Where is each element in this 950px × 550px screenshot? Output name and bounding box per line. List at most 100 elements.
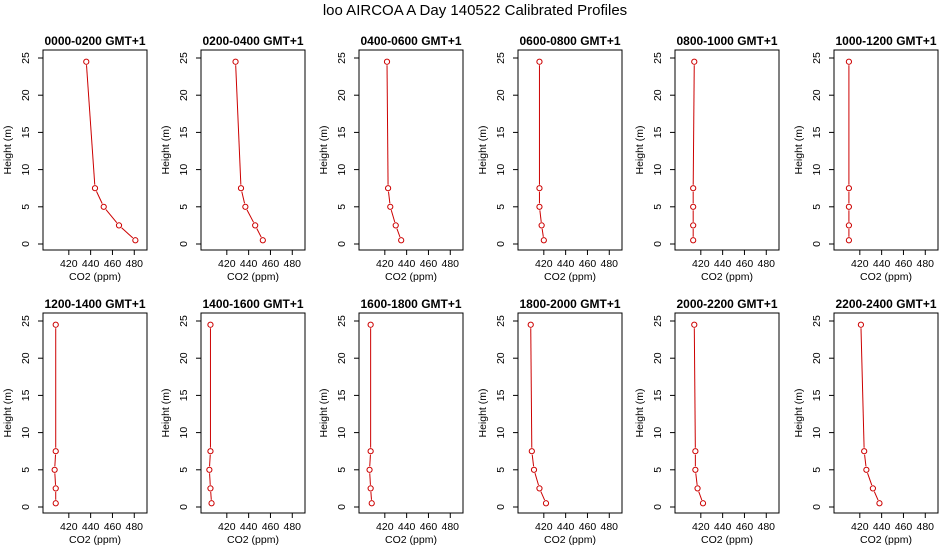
x-tick-label: 480 — [442, 521, 460, 533]
y-tick-label: 0 — [495, 504, 507, 510]
panel-title: 1200-1400 GMT+1 — [44, 297, 145, 311]
x-axis-label: CO2 (ppm) — [385, 271, 437, 283]
profile-segment — [105, 209, 118, 224]
y-tick-label: 10 — [336, 164, 348, 176]
panel-title: 1400-1600 GMT+1 — [202, 297, 303, 311]
y-tick-label: 10 — [495, 427, 507, 439]
y-tick-label: 20 — [495, 352, 507, 364]
plot-frame — [517, 312, 623, 514]
profile-segment — [121, 227, 134, 239]
y-tick-label: 15 — [336, 126, 348, 138]
x-tick-label: 440 — [714, 521, 732, 533]
y-tick-label: 0 — [178, 504, 190, 510]
profile-panel: 0000-0200 GMT+1 420 440 460 480 CO2 (ppm) 0 5 10… — [2, 34, 148, 283]
y-tick-label: 0 — [20, 504, 32, 510]
x-tick-label: 460 — [579, 258, 597, 270]
profile-segment — [695, 473, 698, 485]
panel-title: 1800-2000 GMT+1 — [519, 297, 620, 311]
data-point — [876, 500, 883, 507]
profile-panel: 0600-0800 GMT+1 420 440 460 480 CO2 (ppm) 0 5 10… — [477, 34, 623, 283]
profile-panel: 1400-1600 GMT+1 420 440 460 480 CO2 (ppm) 0 5 10… — [160, 297, 306, 546]
y-tick-label: 5 — [178, 467, 190, 473]
x-tick-label: 420 — [535, 258, 553, 270]
y-axis-label: Height (m) — [634, 125, 646, 174]
profile-segment — [369, 454, 371, 467]
x-tick-label: 480 — [758, 521, 776, 533]
x-tick-label: 480 — [917, 521, 935, 533]
profile-segment — [86, 65, 96, 185]
y-tick-label: 15 — [20, 126, 32, 138]
y-tick-label: 15 — [495, 126, 507, 138]
y-tick-label: 5 — [811, 467, 823, 473]
x-axis-label: CO2 (ppm) — [544, 534, 596, 546]
x-axis-label: CO2 (ppm) — [385, 534, 437, 546]
x-tick-label: 420 — [218, 258, 236, 270]
profile-segment — [390, 210, 396, 223]
x-tick-label: 460 — [262, 521, 280, 533]
data-point — [100, 203, 107, 210]
data-point — [845, 203, 853, 210]
data-point — [845, 237, 853, 244]
y-tick-label: 25 — [336, 52, 348, 64]
data-point — [232, 58, 239, 65]
y-axis-label: Height (m) — [793, 125, 805, 174]
plot-frame — [517, 49, 623, 251]
y-axis-label: Height (m) — [2, 388, 14, 437]
data-point — [132, 237, 139, 244]
y-tick-label: 0 — [495, 241, 507, 247]
profile-segment — [96, 191, 103, 204]
x-tick-label: 440 — [714, 258, 732, 270]
data-point — [52, 500, 59, 507]
data-point — [398, 237, 405, 244]
data-point — [530, 466, 538, 473]
data-point — [208, 500, 215, 507]
y-tick-label: 0 — [178, 241, 190, 247]
data-point — [52, 448, 59, 455]
y-tick-label: 0 — [336, 241, 348, 247]
y-tick-label: 20 — [20, 352, 32, 364]
y-tick-label: 0 — [811, 241, 823, 247]
data-point — [845, 58, 853, 65]
profile-segment — [860, 328, 865, 448]
data-point — [536, 58, 543, 65]
profile-segment — [386, 65, 389, 185]
data-point — [367, 321, 374, 328]
data-point — [207, 448, 214, 455]
x-tick-label: 440 — [398, 521, 416, 533]
panel-title: 1600-1800 GMT+1 — [360, 297, 461, 311]
data-point — [691, 58, 698, 65]
x-tick-label: 420 — [692, 521, 710, 533]
data-point — [237, 185, 245, 192]
y-tick-label: 10 — [336, 427, 348, 439]
data-point — [690, 222, 697, 229]
y-tick-label: 25 — [495, 315, 507, 327]
profile-segment — [209, 473, 211, 485]
y-tick-label: 25 — [20, 52, 32, 64]
y-tick-label: 5 — [20, 204, 32, 210]
y-tick-label: 15 — [811, 389, 823, 401]
x-tick-label: 460 — [420, 258, 438, 270]
x-axis-label: CO2 (ppm) — [69, 271, 121, 283]
data-point — [367, 448, 374, 455]
y-tick-label: 5 — [811, 204, 823, 210]
data-point — [368, 500, 375, 507]
data-point — [259, 237, 266, 244]
x-tick-label: 480 — [442, 258, 460, 270]
data-point — [115, 222, 123, 229]
profile-panel: 1800-2000 GMT+1 420 440 460 480 CO2 (ppm) 0 5 10… — [477, 297, 623, 546]
y-axis-label: Height (m) — [793, 388, 805, 437]
x-tick-label: 440 — [240, 258, 258, 270]
y-axis-label: Height (m) — [477, 125, 489, 174]
data-point — [845, 185, 853, 192]
y-tick-label: 0 — [811, 504, 823, 510]
data-point — [387, 203, 394, 210]
y-tick-label: 15 — [495, 389, 507, 401]
profile-panel: 2000-2200 GMT+1 420 440 460 480 CO2 (ppm) 0 5 10… — [634, 297, 780, 546]
y-tick-label: 10 — [652, 427, 664, 439]
data-point — [538, 222, 545, 229]
profile-segment — [539, 210, 542, 222]
profile-segment — [210, 491, 212, 500]
profile-segment — [235, 65, 242, 185]
y-tick-label: 15 — [178, 126, 190, 138]
